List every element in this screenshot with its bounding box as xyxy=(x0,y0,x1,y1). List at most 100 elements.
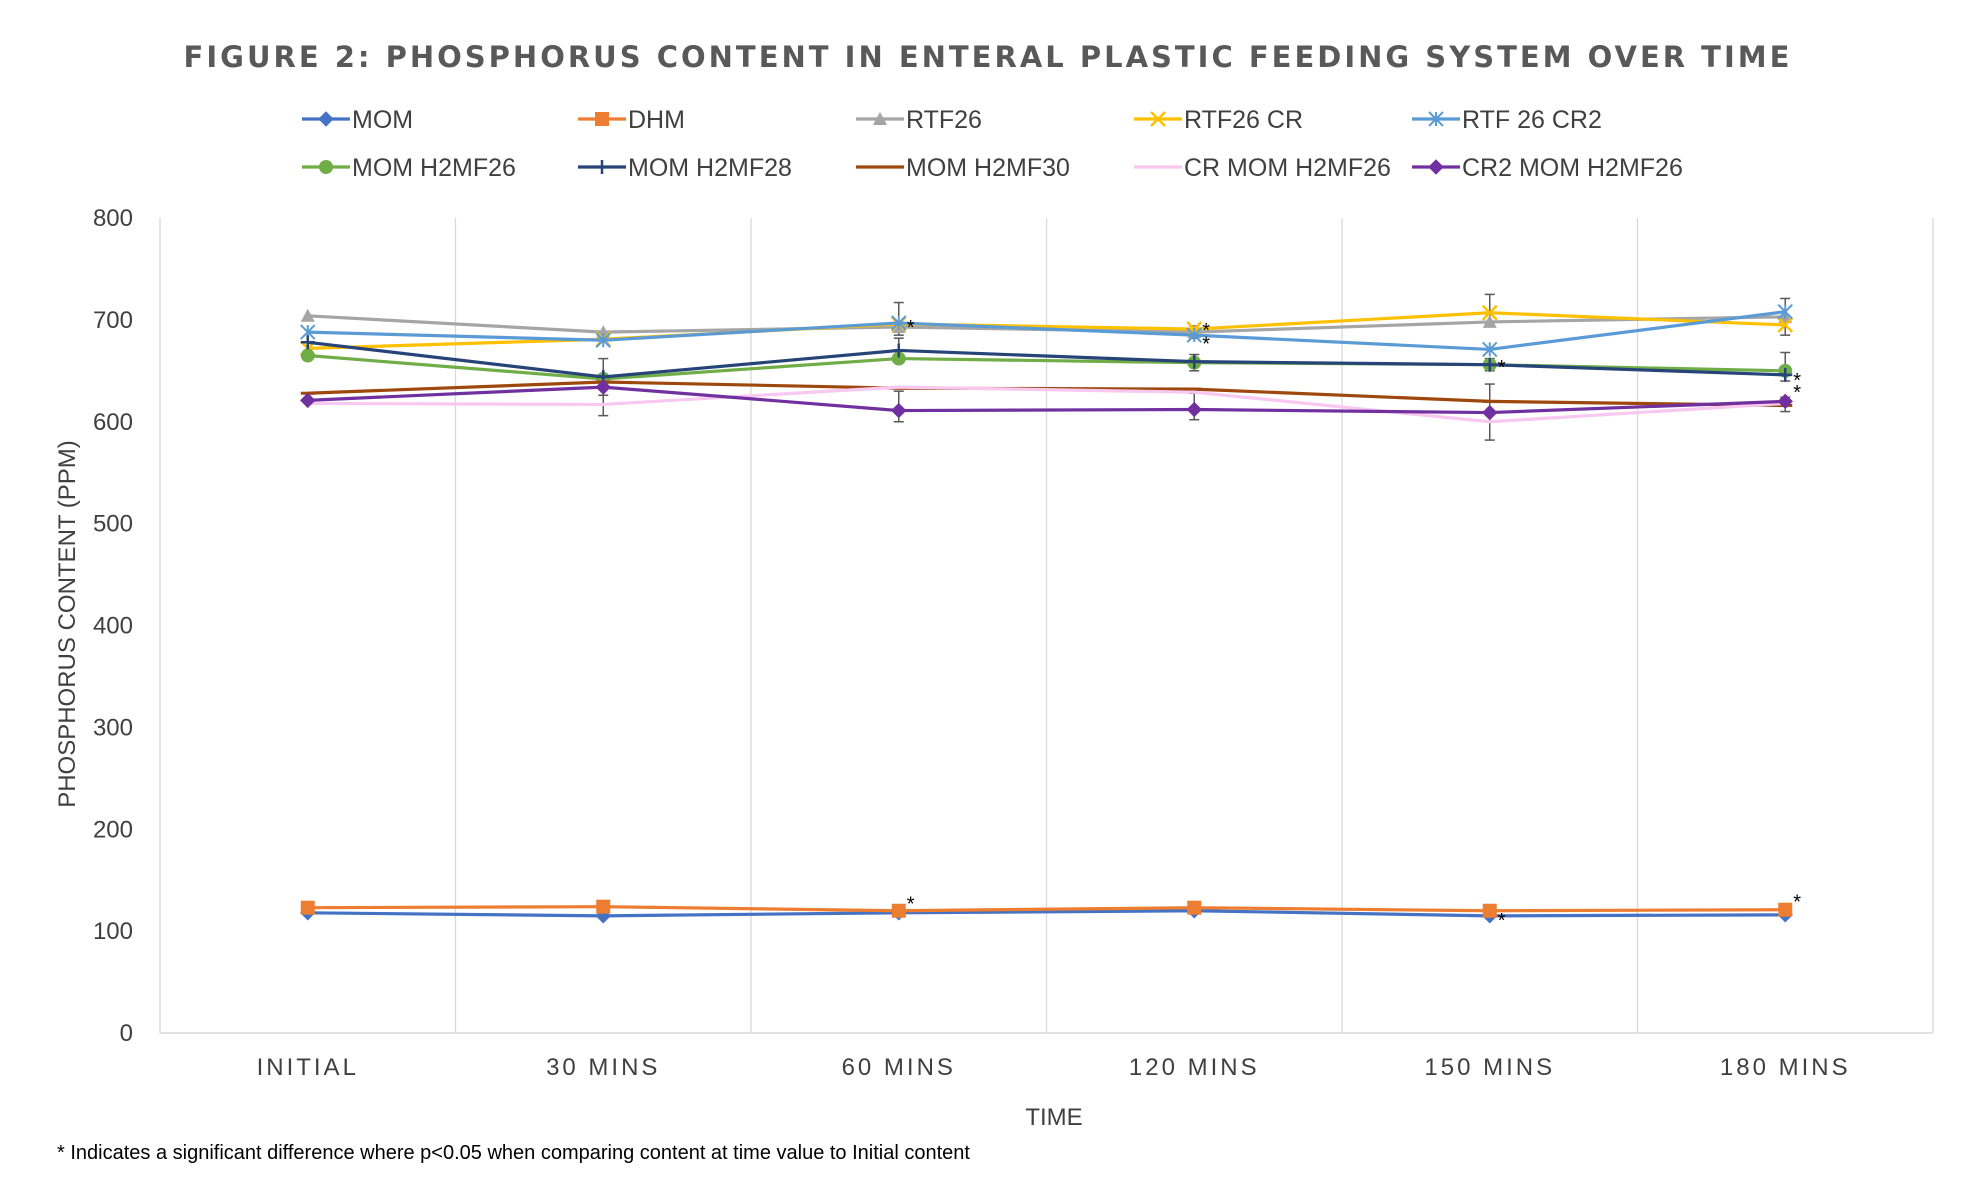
data-point xyxy=(1186,327,1202,343)
legend-item: CR2 MOM H2MF26 xyxy=(1412,154,1683,182)
data-point xyxy=(1482,903,1497,918)
series-line xyxy=(307,340,1786,379)
x-axis-label: TIME xyxy=(1025,1104,1082,1131)
legend-item: MOM H2MF30 xyxy=(856,154,1070,182)
series-line xyxy=(307,311,1786,350)
series-rtf-26-cr2 xyxy=(300,304,1793,358)
legend-label: MOM xyxy=(352,106,413,134)
legend-label: MOM H2MF30 xyxy=(906,154,1070,182)
data-point xyxy=(1187,354,1202,369)
series-line xyxy=(307,385,1786,424)
legend-swatch-marker xyxy=(1428,159,1444,175)
data-point xyxy=(891,351,906,366)
y-tick-label: 600 xyxy=(93,409,133,436)
significance-star: * xyxy=(1793,382,1801,404)
gridlines xyxy=(159,218,1934,1034)
data-point xyxy=(596,899,611,914)
significance-star: * xyxy=(1793,892,1801,914)
data-point xyxy=(300,308,315,322)
y-tick-label: 300 xyxy=(93,714,133,741)
data-point xyxy=(1187,900,1202,915)
data-point xyxy=(1778,902,1793,917)
legend-swatch-marker xyxy=(318,111,334,127)
series-layer xyxy=(299,304,1794,924)
data-point xyxy=(1482,404,1498,421)
y-axis-label: PHOSPHORUS CONTENT (PPM) xyxy=(54,440,81,808)
legend-label: CR MOM H2MF26 xyxy=(1184,154,1391,182)
legend-label: CR2 MOM H2MF26 xyxy=(1462,154,1683,182)
data-point xyxy=(1777,393,1793,410)
legend-swatch-marker xyxy=(873,112,887,125)
data-point xyxy=(1482,341,1498,358)
data-point xyxy=(1482,357,1497,372)
chart-title: FIGURE 2: PHOSPHORUS CONTENT IN ENTERAL … xyxy=(184,40,1793,74)
legend-label: RTF 26 CR2 xyxy=(1462,106,1602,134)
data-point xyxy=(300,392,316,409)
legend-item: MOM xyxy=(302,106,413,134)
significance-star: * xyxy=(1202,320,1210,342)
data-point xyxy=(891,343,906,358)
significance-star: * xyxy=(907,894,915,916)
legend-label: MOM H2MF28 xyxy=(628,154,792,182)
legend-swatch-marker xyxy=(595,112,609,126)
series-dhm xyxy=(300,899,1793,918)
data-point xyxy=(595,332,611,348)
legend-item: RTF26 xyxy=(856,106,982,134)
y-tick-label: 700 xyxy=(93,307,133,334)
x-tick-label: 120 MINS xyxy=(1129,1054,1260,1081)
legend-item: RTF 26 CR2 xyxy=(1412,106,1602,134)
data-point xyxy=(300,335,315,350)
series-line xyxy=(307,310,1786,352)
legend-item: MOM H2MF26 xyxy=(302,154,516,182)
data-point xyxy=(300,348,315,363)
x-tick-label: 180 MINS xyxy=(1720,1054,1851,1081)
y-tick-label: 0 xyxy=(120,1020,133,1047)
data-point xyxy=(1186,401,1202,418)
x-axis-ticks: INITIAL 30 MINS 60 MINS 120 MINS 150 MINS 180… xyxy=(257,1054,1851,1081)
significance-star: * xyxy=(1202,333,1210,355)
x-tick-label: 30 MINS xyxy=(546,1054,660,1081)
significance-markers: ********* xyxy=(907,317,1802,932)
data-point xyxy=(891,402,907,419)
y-tick-label: 400 xyxy=(93,613,133,640)
legend-label: MOM H2MF26 xyxy=(352,154,516,182)
footnote: * Indicates a significant difference whe… xyxy=(57,1142,970,1164)
series-line xyxy=(307,905,1786,913)
series-line xyxy=(307,909,1786,918)
significance-star: * xyxy=(1498,910,1506,932)
legend: MOM DHM RTF26 RTF26 CR RTF 26 CR2 MOM H2MF26 M… xyxy=(302,106,1683,182)
y-tick-label: 100 xyxy=(93,918,133,945)
data-point xyxy=(595,379,611,395)
data-point xyxy=(1482,314,1497,328)
legend-item: CR MOM H2MF26 xyxy=(1134,154,1391,182)
series-cr2-mom-h2mf26 xyxy=(300,379,1793,421)
data-point xyxy=(891,903,906,918)
legend-swatch-marker xyxy=(319,160,333,174)
series-mom-h2mf28 xyxy=(300,335,1793,384)
legend-swatch-marker xyxy=(1428,111,1444,127)
data-point xyxy=(1481,304,1498,321)
legend-item: MOM H2MF28 xyxy=(578,154,792,182)
y-tick-label: 500 xyxy=(93,511,133,538)
series-cr-mom-h2mf26 xyxy=(307,385,1786,424)
data-point xyxy=(1777,317,1794,333)
legend-label: DHM xyxy=(628,106,685,134)
y-tick-label: 200 xyxy=(93,816,133,843)
significance-star: * xyxy=(1793,370,1801,392)
legend-item: RTF26 CR xyxy=(1134,106,1303,134)
legend-item: DHM xyxy=(578,106,685,134)
x-tick-label: INITIAL xyxy=(257,1054,359,1081)
series-line xyxy=(307,385,1786,415)
legend-label: RTF26 CR xyxy=(1184,106,1303,134)
data-point xyxy=(300,900,315,915)
y-axis-ticks: 0 100 200 300 400 500 600 700 800 xyxy=(93,205,133,1047)
data-point xyxy=(1778,367,1793,382)
legend-swatch-marker xyxy=(1150,111,1166,127)
x-tick-label: 60 MINS xyxy=(842,1054,956,1081)
data-point xyxy=(1777,304,1793,320)
significance-star: * xyxy=(1498,357,1506,379)
y-tick-label: 800 xyxy=(93,205,133,232)
legend-label: RTF26 xyxy=(906,106,982,134)
data-point xyxy=(891,315,907,331)
